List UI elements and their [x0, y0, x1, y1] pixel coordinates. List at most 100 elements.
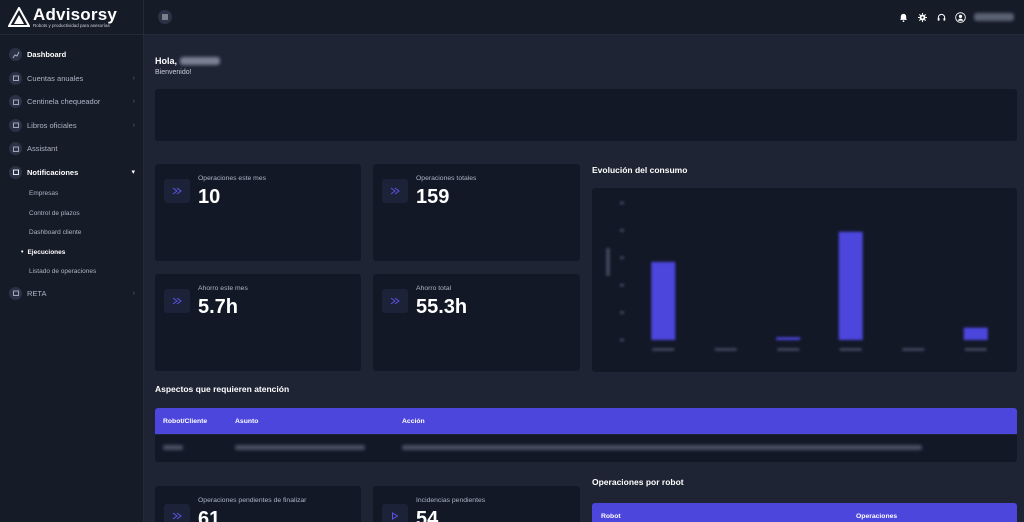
- chart-bar[interactable]: [776, 337, 801, 340]
- stat-label: Incidencias pendientes: [416, 497, 486, 504]
- sidebar-item-reta[interactable]: RETA ›: [0, 282, 143, 306]
- menu-toggle-button[interactable]: [158, 10, 172, 24]
- sidebar-item-label: Assistant: [27, 144, 58, 154]
- sidebar-item-label: Notificaciones: [27, 167, 79, 177]
- sidebar-item-cuentas-anuales[interactable]: Cuentas anuales ›: [0, 67, 143, 91]
- stat-label: Ahorro este mes: [198, 285, 248, 292]
- stat-card-incidencias-pendientes: Incidencias pendientes 54: [373, 486, 580, 522]
- sidebar-nav: Dashboard Cuentas anuales › Centinela ch…: [0, 35, 143, 305]
- greeting: Hola, Bienvenido!: [155, 56, 221, 76]
- redacted-cell: [235, 445, 365, 450]
- stat-card-ahorro-mes: Ahorro este mes 5.7h: [155, 274, 361, 371]
- sidebar-subitem-empresas[interactable]: Empresas: [29, 190, 59, 198]
- chevron-right-icon: ›: [132, 289, 135, 297]
- ops-by-robot-title: Operaciones por robot: [592, 477, 684, 487]
- gear-icon[interactable]: [917, 12, 928, 23]
- table-header: Robot/Cliente Asunto Acción: [155, 408, 1017, 434]
- fast-forward-icon: [382, 289, 408, 313]
- greeting-welcome: Bienvenido!: [155, 69, 192, 76]
- attention-title: Aspectos que requieren atención: [155, 384, 290, 394]
- sidebar-submenu: Empresas Control de plazos Dashboard cli…: [0, 184, 143, 282]
- column-header[interactable]: Operaciones: [856, 513, 898, 520]
- user-icon[interactable]: [955, 11, 966, 23]
- chart-svg: [606, 201, 988, 351]
- cube-icon: [9, 118, 22, 132]
- sidebar-item-assistant[interactable]: Assistant: [0, 137, 143, 161]
- fast-forward-icon: [164, 504, 190, 522]
- y-tick-label: [620, 311, 624, 315]
- consumption-chart: [592, 188, 1017, 372]
- attention-table: Robot/Cliente Asunto Acción: [155, 408, 1017, 462]
- x-tick-label: [902, 348, 925, 351]
- brand-name: Advisorsy: [33, 4, 118, 24]
- brand-tagline: Robots y productividad para asesorías: [33, 22, 110, 28]
- chart-bar[interactable]: [651, 261, 676, 340]
- redacted-cell: [163, 445, 183, 450]
- stat-value: 10: [198, 186, 221, 208]
- x-tick-label: [777, 348, 800, 351]
- sidebar-item-centinela-chequeador[interactable]: Centinela chequeador ›: [0, 90, 143, 114]
- sidebar-item-label: Cuentas anuales: [27, 73, 84, 83]
- stat-value: 159: [416, 186, 450, 208]
- stat-label: Operaciones pendientes de finalizar: [198, 497, 307, 504]
- main-content: Hola, Bienvenido! Operaciones este mes 1…: [144, 36, 1024, 522]
- chevron-right-icon: ›: [132, 98, 135, 106]
- bell-icon[interactable]: [898, 12, 909, 23]
- y-axis-label: [606, 248, 610, 276]
- y-tick-label: [620, 283, 624, 287]
- hamburger-icon: [162, 14, 168, 20]
- sidebar-subitem-control-de-plazos[interactable]: Control de plazos: [29, 209, 80, 217]
- logo-icon: [8, 7, 30, 27]
- sidebar-item-libros-oficiales[interactable]: Libros oficiales ›: [0, 114, 143, 138]
- stat-label: Operaciones este mes: [198, 175, 267, 182]
- headset-icon[interactable]: [936, 12, 947, 23]
- user-name-redacted: [180, 57, 221, 65]
- chart-title: Evolución del consumo: [592, 165, 688, 175]
- sidebar-item-label: Centinela chequeador: [27, 97, 101, 107]
- stat-card-operaciones-mes: Operaciones este mes 10: [155, 164, 361, 261]
- user-name-redacted[interactable]: [974, 13, 1014, 21]
- cube-icon: [9, 165, 22, 179]
- chevron-right-icon: ›: [132, 74, 135, 82]
- sidebar-item-notificaciones[interactable]: Notificaciones ▾: [0, 161, 143, 185]
- chart-line-icon: [9, 48, 22, 62]
- chart-bar[interactable]: [838, 231, 863, 340]
- sidebar-subitem-dashboard-cliente[interactable]: Dashboard cliente: [29, 229, 82, 237]
- table-row[interactable]: [155, 434, 1017, 462]
- chart-bar[interactable]: [963, 327, 988, 340]
- greeting-hello: Hola,: [155, 56, 178, 66]
- sidebar-subitem-ejecuciones[interactable]: Ejecuciones: [27, 243, 143, 263]
- y-tick-label: [620, 256, 624, 260]
- column-header[interactable]: Robot/Cliente: [163, 417, 208, 425]
- topbar-actions: [898, 11, 1014, 23]
- stat-value: 54: [416, 508, 439, 522]
- x-tick-label: [964, 348, 987, 351]
- sidebar-subitem-listado-de-operaciones[interactable]: Listado de operaciones: [29, 268, 97, 276]
- x-tick-label: [839, 348, 862, 351]
- stat-card-pendientes-finalizar: Operaciones pendientes de finalizar 61: [155, 486, 361, 522]
- cube-icon: [9, 71, 22, 85]
- redacted-cell: [402, 445, 922, 450]
- sidebar-item-label: Libros oficiales: [27, 120, 77, 130]
- column-header[interactable]: Asunto: [235, 417, 259, 425]
- fast-forward-icon: [164, 289, 190, 313]
- column-header[interactable]: Acción: [402, 417, 425, 425]
- cube-icon: [9, 142, 22, 156]
- cube-icon: [9, 286, 22, 300]
- stat-value: 5.7h: [198, 296, 239, 318]
- x-tick-label: [652, 348, 675, 351]
- play-icon: [382, 504, 408, 522]
- sidebar-item-dashboard[interactable]: Dashboard: [0, 43, 143, 67]
- topbar: [144, 0, 1024, 35]
- sidebar-item-label: Dashboard: [27, 50, 67, 60]
- banner-panel: [155, 89, 1017, 141]
- y-tick-label: [620, 228, 624, 232]
- stat-card-operaciones-totales: Operaciones totales 159: [373, 164, 580, 261]
- stat-label: Ahorro total: [416, 285, 452, 292]
- chevron-down-icon: ▾: [131, 169, 135, 177]
- brand[interactable]: Advisorsy Robots y productividad para as…: [0, 0, 143, 35]
- cube-icon: [9, 95, 22, 109]
- column-header[interactable]: Robot: [601, 513, 621, 520]
- stat-value: 55.3h: [416, 296, 468, 318]
- stat-value: 61: [198, 508, 221, 522]
